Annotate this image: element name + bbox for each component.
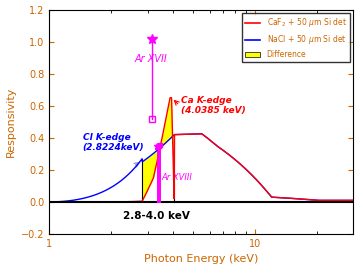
Text: 2.8-4.0 keV: 2.8-4.0 keV xyxy=(123,211,190,221)
Text: Ar XVII: Ar XVII xyxy=(135,54,167,64)
X-axis label: Photon Energy (keV): Photon Energy (keV) xyxy=(144,254,258,264)
Text: Cl K-edge
(2.8224keV): Cl K-edge (2.8224keV) xyxy=(83,133,144,152)
Y-axis label: Responsivity: Responsivity xyxy=(5,87,15,157)
Text: Ca K-edge
(4.0385 keV): Ca K-edge (4.0385 keV) xyxy=(181,96,246,116)
Legend: CaF$_2$ + 50 $\mu$m Si det, NaCl + 50 $\mu$m Si det, Difference: CaF$_2$ + 50 $\mu$m Si det, NaCl + 50 $\… xyxy=(242,14,350,62)
Text: Ar XVIII: Ar XVIII xyxy=(162,173,193,183)
